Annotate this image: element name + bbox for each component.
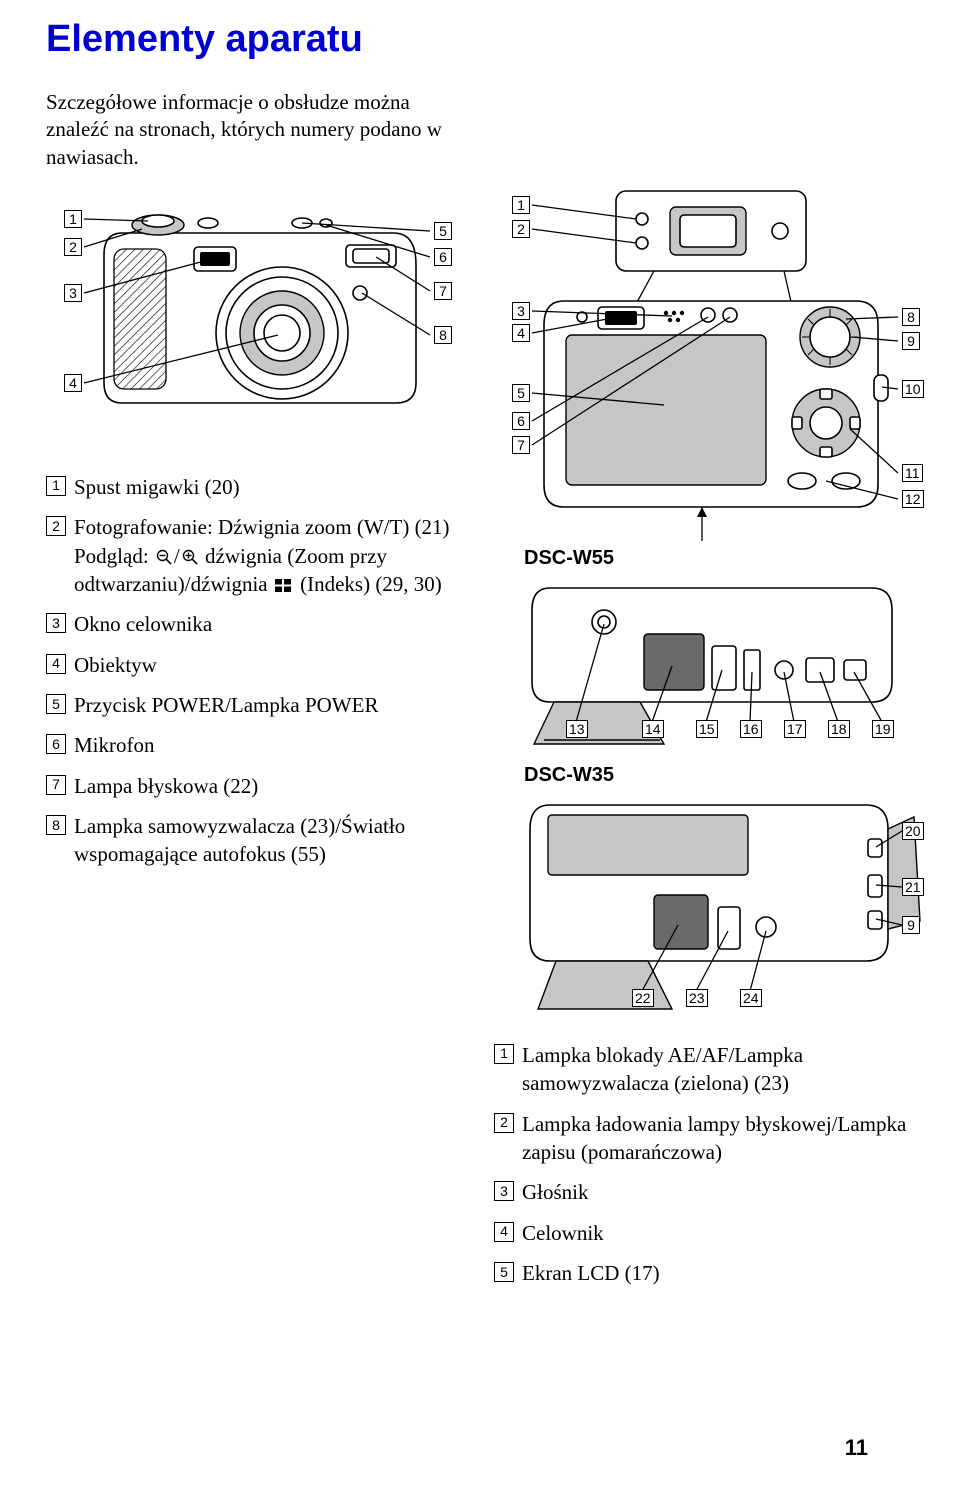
parts-list-number: 6 [46,734,66,754]
parts-list-text: Lampka blokady AE/AF/Lampka samowyzwalac… [522,1041,924,1098]
front-parts-list: 1 Spust migawki (20) 2 Fotografowanie: Dźwi… [46,473,466,869]
front-label-1: 1 [64,210,82,228]
back-label-7: 7 [512,436,530,454]
diagram-w55-bottom: 13 14 15 16 17 18 19 [494,574,924,754]
w55b-label-15: 15 [696,720,718,738]
diagram-w35-bottom: 20 21 9 22 23 24 [494,791,924,1021]
w35-label-24: 24 [740,989,762,1007]
back-label-3: 3 [512,302,530,320]
model-w35-label: DSC-W35 [524,764,924,787]
parts-list-item: 1 Lampka blokady AE/AF/Lampka samowyzwala… [494,1041,924,1098]
parts-list-item: 5 Przycisk POWER/Lampka POWER [46,691,466,719]
back-label-11: 11 [902,464,923,482]
parts-list-item: 6 Mikrofon [46,731,466,759]
back-label-1: 1 [512,196,530,214]
parts-list-item: 2 Fotografowanie: Dźwignia zoom (W/T) (21… [46,513,466,598]
parts-list-number: 2 [46,516,66,536]
diagram-back: 1 2 3 4 5 6 7 8 9 10 11 12 [494,185,924,545]
parts-list-text: Ekran LCD (17) [522,1259,924,1287]
parts-list-item: 2 Lampka ładowania lampy błyskowej/Lampka… [494,1110,924,1167]
w35-label-22: 22 [632,989,654,1007]
front-label-5: 5 [434,222,452,240]
page-number: 11 [845,1435,868,1461]
parts-list-item: 5 Ekran LCD (17) [494,1259,924,1287]
parts-list-text: Głośnik [522,1178,924,1206]
parts-list-item: 3 Okno celownika [46,610,466,638]
parts-list-number: 1 [46,476,66,496]
w55b-label-14: 14 [642,720,664,738]
parts-list-number: 7 [46,775,66,795]
back-label-12: 12 [902,490,924,508]
parts-list-item: 8 Lampka samowyzwalacza (23)/Światło wspo… [46,812,466,869]
parts-list-number: 4 [494,1222,514,1242]
parts-list-number: 5 [494,1262,514,1282]
w35-label-21: 21 [902,878,924,896]
parts-list-item: 4 Celownik [494,1219,924,1247]
w55b-label-13: 13 [566,720,588,738]
parts-list-text: Okno celownika [74,610,466,638]
w55b-label-19: 19 [872,720,894,738]
back-label-4: 4 [512,324,530,342]
parts-list-number: 1 [494,1044,514,1064]
parts-list-number: 4 [46,654,66,674]
front-label-6: 6 [434,248,452,266]
parts-list-text: Lampka ładowania lampy błyskowej/Lampka … [522,1110,924,1167]
w35-label-23: 23 [686,989,708,1007]
parts-list-text: Spust migawki (20) [74,473,466,501]
parts-list-item: 1 Spust migawki (20) [46,473,466,501]
back-label-2: 2 [512,220,530,238]
diagram-front: 1 2 3 4 5 6 7 8 [46,185,466,435]
parts-list-number: 3 [46,613,66,633]
w55b-label-17: 17 [784,720,806,738]
w55b-label-18: 18 [828,720,850,738]
back-parts-list: 1 Lampka blokady AE/AF/Lampka samowyzwala… [494,1041,924,1287]
parts-list-item: 7 Lampa błyskowa (22) [46,772,466,800]
front-label-4: 4 [64,374,82,392]
back-label-5: 5 [512,384,530,402]
parts-list-text: Fotografowanie: Dźwignia zoom (W/T) (21)… [74,513,466,598]
parts-list-text: Lampa błyskowa (22) [74,772,466,800]
page-title: Elementy aparatu [46,18,914,61]
back-label-10: 10 [902,380,924,398]
parts-list-text: Obiektyw [74,651,466,679]
front-label-7: 7 [434,282,452,300]
back-label-6: 6 [512,412,530,430]
parts-list-number: 3 [494,1181,514,1201]
intro-text: Szczegółowe informacje o obsłudze można … [46,89,466,171]
front-label-8: 8 [434,326,452,344]
front-label-2: 2 [64,238,82,256]
parts-list-text: Mikrofon [74,731,466,759]
back-label-8: 8 [902,308,920,326]
parts-list-text: Celownik [522,1219,924,1247]
back-label-9: 9 [902,332,920,350]
parts-list-number: 8 [46,815,66,835]
front-label-3: 3 [64,284,82,302]
parts-list-item: 3 Głośnik [494,1178,924,1206]
parts-list-item: 4 Obiektyw [46,651,466,679]
parts-list-number: 2 [494,1113,514,1133]
parts-list-text: Lampka samowyzwalacza (23)/Światło wspom… [74,812,466,869]
model-w55-label: DSC-W55 [524,547,924,570]
w35-label-20: 20 [902,822,924,840]
parts-list-text: Przycisk POWER/Lampka POWER [74,691,466,719]
parts-list-number: 5 [46,694,66,714]
w55b-label-16: 16 [740,720,762,738]
w35-label-9b: 9 [902,916,920,934]
